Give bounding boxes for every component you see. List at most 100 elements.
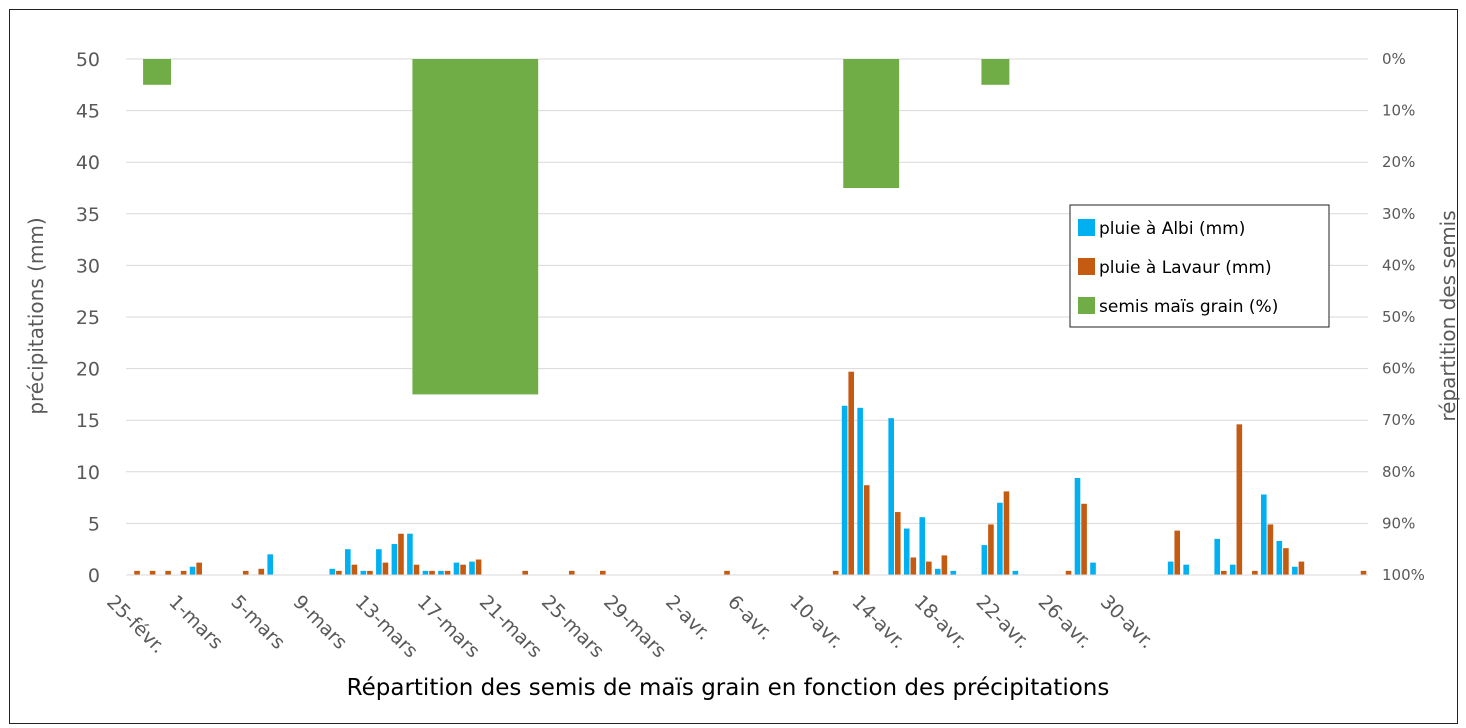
y2-tick-label: 100% — [1382, 566, 1425, 584]
bar-albi — [1229, 564, 1236, 575]
bar-lavaur — [165, 570, 171, 575]
bar-lavaur — [522, 570, 528, 575]
bar-lavaur — [1221, 570, 1227, 575]
y-tick-label: 50 — [76, 49, 100, 71]
bar-albi — [469, 561, 475, 575]
y-tick-label: 10 — [76, 462, 100, 484]
bar-albi — [1260, 494, 1267, 575]
bar-lavaur — [1174, 530, 1181, 575]
bar-lavaur — [242, 570, 249, 575]
bar-semis — [981, 59, 1010, 85]
bar-lavaur — [413, 564, 420, 575]
bar-lavaur — [351, 564, 358, 575]
bar-albi — [1167, 561, 1174, 575]
legend-swatch-albi — [1078, 219, 1095, 236]
legend-label-semis: semis maïs grain (%) — [1099, 297, 1278, 317]
x-tick-label: 25-févr. — [102, 591, 169, 658]
x-tick-label: 29-mars — [599, 591, 670, 662]
bar-albi — [422, 570, 429, 575]
x-tick-label: 9-mars — [289, 591, 352, 654]
bar-lavaur — [600, 570, 606, 575]
y2-axis-title: répartition des semis — [1436, 210, 1460, 421]
bar-albi — [391, 544, 398, 575]
legend-box — [1069, 204, 1330, 328]
x-tick-label: 13-mars — [351, 591, 422, 662]
bar-albi — [1276, 540, 1283, 575]
bar-albi — [888, 418, 894, 575]
bar-semis — [843, 59, 900, 188]
bar-albi — [407, 533, 413, 575]
bar-albi — [1183, 564, 1189, 575]
bar-lavaur — [460, 564, 466, 575]
bar-albi — [981, 545, 988, 575]
y-tick-label: 0 — [88, 565, 100, 587]
y-tick-label: 25 — [76, 307, 100, 329]
legend-label-lavaur: pluie à Lavaur (mm) — [1099, 258, 1272, 278]
bar-albi — [329, 568, 336, 575]
y-tick-label: 30 — [76, 255, 100, 277]
bar-lavaur — [1298, 561, 1305, 575]
y2-tick-label: 60% — [1382, 360, 1415, 378]
y2-tick-label: 0% — [1382, 50, 1406, 68]
y-tick-label: 15 — [76, 410, 100, 432]
bar-lavaur — [1360, 570, 1367, 575]
x-tick-label: 17-mars — [413, 591, 484, 662]
bar-lavaur — [134, 570, 140, 575]
x-tick-label: 2-avr. — [661, 591, 715, 645]
bar-lavaur — [941, 555, 948, 575]
x-tick-label: 26-avr. — [1034, 591, 1096, 653]
y2-tick-label: 80% — [1382, 463, 1415, 481]
bar-albi — [1074, 477, 1081, 575]
legend-label-albi: pluie à Albi (mm) — [1099, 219, 1245, 239]
bar-lavaur — [863, 485, 870, 575]
y2-tick-label: 30% — [1382, 205, 1415, 223]
bar-lavaur — [1283, 548, 1289, 575]
bar-lavaur — [258, 568, 265, 575]
bar-lavaur — [1003, 491, 1010, 575]
bar-albi — [360, 570, 367, 575]
bar-albi — [438, 570, 444, 575]
x-tick-label: 21-mars — [475, 591, 546, 662]
bar-semis — [143, 59, 172, 85]
bar-albi — [997, 502, 1003, 575]
bar-lavaur — [894, 512, 901, 575]
y-tick-label: 45 — [76, 101, 100, 123]
bar-lavaur — [336, 570, 342, 575]
bar-albi — [1090, 562, 1096, 575]
y2-axis-ticks: 0% 10% 20% 30% 40% 50% 60% 70% 80% 90% 100% — [1382, 50, 1425, 584]
bar-lavaur — [149, 570, 156, 575]
bar-albi — [934, 568, 941, 575]
y2-tick-label: 40% — [1382, 256, 1415, 274]
bar-lavaur — [180, 570, 187, 575]
bar-albi — [1292, 566, 1298, 575]
y2-tick-label: 20% — [1382, 153, 1415, 171]
bar-lavaur — [196, 562, 202, 575]
x-tick-label: 14-avr. — [847, 591, 909, 653]
bar-lavaur — [475, 559, 482, 575]
y-tick-label: 35 — [76, 204, 100, 226]
chart-frame — [9, 9, 1458, 724]
bar-lavaur — [1081, 503, 1087, 575]
bar-lavaur — [1065, 570, 1072, 575]
bar-lavaur — [1267, 524, 1274, 575]
x-tick-label: 22-avr. — [972, 591, 1034, 653]
bar-lavaur — [398, 533, 404, 575]
bar-lavaur — [832, 570, 839, 575]
bar-albi — [1214, 538, 1221, 575]
y-tick-label: 20 — [76, 359, 100, 381]
semis-bars — [143, 59, 1010, 395]
bar-lavaur — [988, 524, 994, 575]
bar-albi — [950, 570, 957, 575]
bar-albi — [919, 517, 926, 575]
x-axis-ticks: 25-févr.1-mars 5-mars 9-mars 13-mars17-mars… — [102, 591, 1158, 662]
bar-lavaur — [1236, 424, 1243, 575]
x-tick-label: 6-avr. — [723, 591, 777, 645]
bar-albi — [376, 549, 382, 575]
x-tick-label: 30-avr. — [1096, 591, 1158, 653]
y-tick-label: 5 — [88, 513, 100, 535]
x-tick-label: 5-mars — [226, 591, 289, 654]
bar-albi — [1012, 570, 1019, 575]
bar-lavaur — [1252, 570, 1258, 575]
bar-albi — [267, 554, 273, 575]
